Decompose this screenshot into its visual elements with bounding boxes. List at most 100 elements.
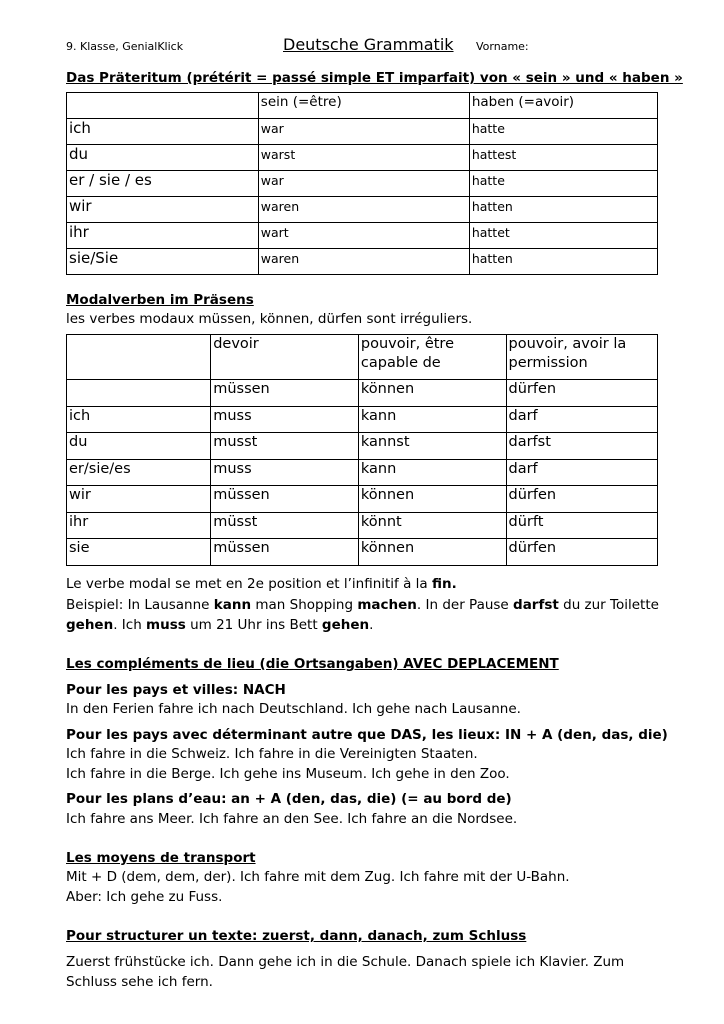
example-nach: In den Ferien fahre ich nach Deutschland… — [66, 701, 521, 717]
section-modal-subtitle: les verbes modaux müssen, können, dürfen… — [66, 311, 473, 327]
rule-an: Pour les plans d’eau: an + A (den, das, … — [66, 791, 512, 807]
table-header-row: sein (=être) haben (=avoir) — [66, 92, 659, 119]
example-in-1: Ich fahre in die Schweiz. Ich fahre in d… — [66, 746, 478, 762]
transport-line-2: Aber: Ich gehe zu Fuss. — [66, 889, 223, 905]
table-cell: wir — [66, 196, 259, 223]
table-cell: hatten — [468, 196, 659, 223]
section-structure-title: Pour structurer un texte: zuerst, dann, … — [66, 928, 527, 944]
table-row: ihr wart hattet — [66, 222, 659, 249]
table-row: ich muss kann darf — [65, 405, 658, 433]
rule-nach: Pour les pays et villes: NACH — [66, 682, 286, 698]
table-cell: könnt — [357, 511, 507, 539]
transport-line-1: Mit + D (dem, dem, der). Ich fahre mit d… — [66, 869, 570, 885]
table-row: wir waren hatten — [66, 196, 659, 223]
table-cell: pouvoir, être capable de — [357, 334, 507, 380]
table-row: ihr müsst könnt dürft — [65, 511, 658, 539]
table-cell: ihr — [65, 511, 212, 539]
table-row: er / sie / es war hatte — [66, 170, 659, 197]
table-cell: müssen — [210, 379, 359, 407]
preterite-table: sein (=être) haben (=avoir) ich war hatte du w… — [66, 92, 659, 275]
structure-line-2: Schluss sehe ich fern. — [66, 974, 213, 990]
modal-rule-line: gehen. Ich muss um 21 Uhr ins Bett gehen… — [66, 615, 373, 635]
table-row: du musst kannst darfst — [65, 432, 658, 460]
table-cell: darf — [505, 458, 658, 486]
bold-text: fin. — [431, 576, 457, 592]
text: . — [369, 617, 374, 633]
table-cell — [65, 334, 212, 380]
table-cell: müsst — [210, 511, 359, 539]
table-cell: war — [257, 118, 470, 145]
table-cell: sie/Sie — [66, 248, 259, 275]
table-row: du warst hattest — [66, 144, 659, 171]
table-cell: sein (=être) — [257, 92, 470, 119]
table-cell: sie — [65, 538, 212, 566]
table-cell: können — [357, 485, 507, 513]
section-preterite-title: Das Präteritum (prétérit = passé simple … — [66, 70, 683, 86]
text: . In der Pause — [416, 597, 514, 613]
table-cell: devoir — [210, 334, 359, 380]
table-cell: kannst — [357, 432, 507, 460]
table-cell: dürfen — [505, 485, 658, 513]
table-cell: hatte — [468, 118, 659, 145]
bold-text: darfst — [513, 597, 559, 613]
first-name-label: Vorname: — [476, 40, 529, 53]
table-cell: können — [357, 379, 507, 407]
table-row: müssen können dürfen — [65, 379, 658, 407]
table-row: sie/Sie waren hatten — [66, 248, 659, 275]
section-place-title: Les compléments de lieu (die Ortsangaben… — [66, 656, 559, 672]
table-cell: du — [66, 144, 259, 171]
bold-text: kann — [213, 597, 252, 613]
table-cell: er / sie / es — [66, 170, 259, 197]
class-label: 9. Klasse, GenialKlick — [66, 40, 184, 53]
table-cell: war — [257, 170, 470, 197]
table-cell: wart — [257, 222, 470, 249]
modal-rule-line: Beispiel: In Lausanne kann man Shopping … — [66, 595, 659, 615]
table-cell: hattest — [468, 144, 659, 171]
table-cell: darfst — [505, 432, 658, 460]
table-cell: ich — [66, 118, 259, 145]
table-cell: pouvoir, avoir la permission — [505, 334, 658, 380]
example-an: Ich fahre ans Meer. Ich fahre an den See… — [66, 811, 518, 827]
bold-text: machen — [357, 597, 417, 613]
table-cell: ihr — [66, 222, 259, 249]
table-cell: wir — [65, 485, 212, 513]
page-title: Deutsche Grammatik — [283, 35, 454, 54]
bold-text: gehen — [321, 617, 370, 633]
table-cell: warst — [257, 144, 470, 171]
table-cell: waren — [257, 196, 470, 223]
table-cell: du — [65, 432, 212, 460]
modal-verbs-table: devoir pouvoir, être capable de pouvoir, a… — [65, 334, 658, 566]
table-row: ich war hatte — [66, 118, 659, 145]
modal-rule-line: Le verbe modal se met en 2e position et … — [66, 574, 457, 594]
table-cell: dürft — [505, 511, 658, 539]
bold-text: gehen — [66, 617, 114, 633]
table-cell: kann — [357, 405, 507, 433]
table-cell — [66, 92, 259, 119]
table-row: er/sie/es muss kann darf — [65, 458, 658, 486]
table-cell: hatten — [468, 248, 659, 275]
text: du zur Toilette — [558, 597, 659, 613]
text: Beispiel: In Lausanne — [66, 597, 214, 613]
table-header-row: devoir pouvoir, être capable de pouvoir, a… — [65, 334, 658, 380]
table-cell: haben (=avoir) — [468, 92, 659, 119]
text: Le verbe modal se met en 2e position et … — [66, 576, 432, 592]
table-cell: kann — [357, 458, 507, 486]
text: um 21 Uhr ins Bett — [185, 617, 322, 633]
table-cell: hattet — [468, 222, 659, 249]
text: man Shopping — [251, 597, 358, 613]
table-row: sie müssen können dürfen — [65, 538, 658, 566]
table-cell: musst — [210, 432, 359, 460]
table-cell: können — [357, 538, 507, 566]
table-cell: dürfen — [505, 538, 658, 566]
table-cell: waren — [257, 248, 470, 275]
bold-text: muss — [146, 617, 186, 633]
section-transport-title: Les moyens de transport — [66, 850, 256, 866]
table-cell: dürfen — [505, 379, 658, 407]
table-row: wir müssen können dürfen — [65, 485, 658, 513]
structure-line-1: Zuerst frühstücke ich. Dann gehe ich in … — [66, 954, 625, 970]
text: . Ich — [113, 617, 147, 633]
table-cell: muss — [210, 405, 359, 433]
example-in-2: Ich fahre in die Berge. Ich gehe ins Mus… — [66, 766, 510, 782]
table-cell: müssen — [210, 485, 359, 513]
